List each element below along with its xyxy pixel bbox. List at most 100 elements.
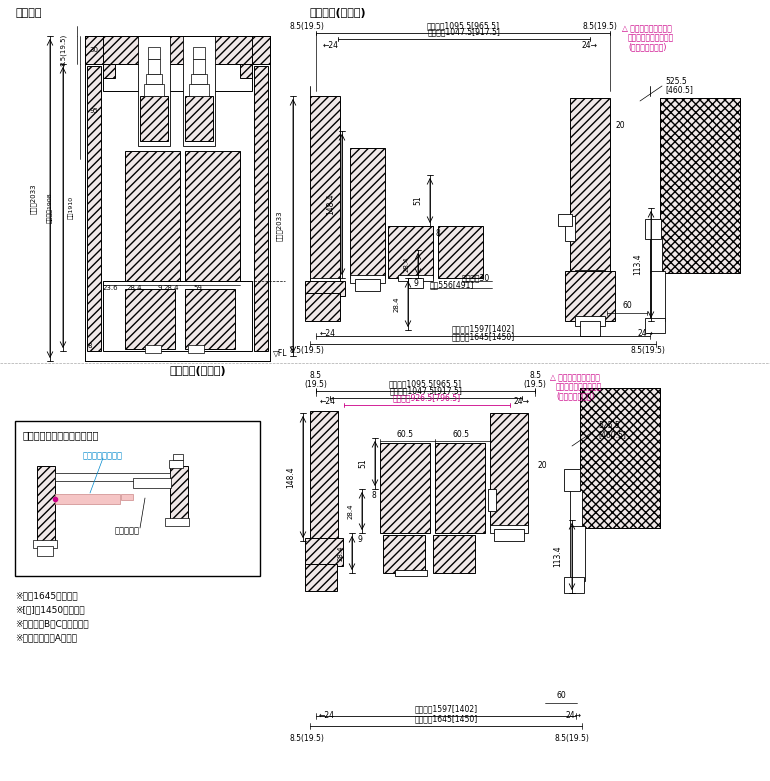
Text: 113.4: 113.4	[553, 546, 562, 567]
Bar	[148, 47, 160, 59]
Bar	[660, 98, 740, 273]
Bar	[121, 494, 133, 500]
Text: 113.4: 113.4	[633, 254, 642, 276]
Text: [460.5]: [460.5]	[598, 430, 626, 440]
Bar	[103, 281, 252, 351]
Text: 戸当りゴム: 戸当りゴム	[115, 526, 140, 536]
Text: △ 乾燥した、節のない: △ 乾燥した、節のない	[622, 24, 672, 34]
Bar	[37, 546, 53, 556]
Text: 枠外寸法1095.5[965.5]: 枠外寸法1095.5[965.5]	[427, 21, 500, 30]
Text: 横断面図(開状態): 横断面図(開状態)	[170, 366, 226, 376]
Bar	[575, 270, 605, 278]
Text: 28.4: 28.4	[394, 296, 400, 312]
Text: 28.4: 28.4	[127, 285, 142, 291]
Text: 扉高1910: 扉高1910	[69, 196, 74, 219]
Text: 枠外寸法1645[1450]: 枠外寸法1645[1450]	[414, 714, 477, 723]
Bar	[185, 289, 235, 349]
Bar	[146, 74, 162, 84]
Bar	[189, 84, 209, 96]
Text: 28.4: 28.4	[404, 256, 410, 272]
Text: 8.5(19.5): 8.5(19.5)	[631, 347, 665, 355]
Text: 60: 60	[622, 301, 632, 310]
Bar	[398, 275, 433, 281]
Bar	[185, 96, 213, 141]
Bar	[240, 64, 252, 78]
Text: ソフトクッション: ソフトクッション	[83, 451, 123, 461]
Text: 95: 95	[89, 108, 98, 114]
Text: 8.5(19.5): 8.5(19.5)	[583, 22, 618, 30]
Bar	[318, 282, 332, 294]
Bar	[565, 271, 615, 321]
Text: ※図は1645幅の場合: ※図は1645幅の場合	[15, 591, 78, 601]
Text: ※[　]は1450幅の場合: ※[ ]は1450幅の場合	[15, 605, 85, 615]
Text: 60.5: 60.5	[453, 430, 470, 439]
Bar	[395, 570, 427, 576]
Text: 8.5(19.5): 8.5(19.5)	[290, 22, 324, 30]
Bar	[173, 454, 183, 460]
Bar	[570, 490, 582, 528]
Bar	[183, 36, 215, 146]
Bar	[145, 345, 161, 353]
Bar	[138, 36, 170, 146]
Bar	[144, 84, 164, 96]
Text: 148.4: 148.4	[326, 194, 335, 216]
Bar	[193, 59, 205, 74]
Text: 20: 20	[538, 462, 547, 470]
Text: ソフトクッション貼付け位置: ソフトクッション貼付け位置	[23, 430, 99, 440]
Text: 51: 51	[413, 196, 422, 205]
Bar	[165, 518, 189, 526]
Text: 有効開口926.5[796.5]: 有効開口926.5[796.5]	[393, 393, 461, 402]
Text: 8: 8	[371, 491, 376, 501]
Bar	[310, 538, 338, 546]
Bar	[558, 214, 572, 226]
Text: ※（　）は見切Aの場合: ※（ ）は見切Aの場合	[15, 633, 77, 643]
Text: 24→: 24→	[638, 330, 654, 338]
Text: 60.5: 60.5	[397, 430, 413, 439]
Bar	[148, 59, 160, 74]
Bar	[193, 47, 205, 59]
Bar	[310, 278, 340, 286]
Bar	[570, 98, 610, 273]
Bar	[37, 466, 55, 541]
Bar	[133, 478, 171, 488]
Text: [460.5]: [460.5]	[665, 85, 693, 95]
Bar	[438, 226, 483, 278]
Bar	[55, 494, 120, 504]
Text: 24→: 24→	[565, 711, 581, 719]
Bar	[185, 151, 240, 281]
Bar	[575, 316, 605, 326]
Text: 枠内寸法1047.5[917.5]: 枠内寸法1047.5[917.5]	[427, 27, 500, 36]
Bar	[564, 469, 580, 491]
Bar	[650, 238, 662, 273]
Text: 扉重なり30: 扉重なり30	[462, 273, 490, 283]
Text: 20: 20	[615, 122, 624, 130]
Bar	[565, 216, 575, 241]
Text: 8.5: 8.5	[529, 372, 541, 380]
Text: 9: 9	[413, 279, 418, 287]
Bar	[310, 411, 338, 541]
Text: 縦断面図: 縦断面図	[15, 8, 42, 18]
Text: 525.5: 525.5	[665, 77, 687, 85]
Bar	[87, 66, 101, 351]
Bar	[350, 148, 385, 278]
Text: 横断面図(閉状態): 横断面図(閉状態)	[310, 8, 367, 18]
Text: ▽FL: ▽FL	[273, 348, 287, 358]
Text: 8.5(19.5): 8.5(19.5)	[290, 347, 324, 355]
Bar	[490, 413, 528, 528]
Bar	[650, 271, 665, 321]
Text: 28.4: 28.4	[164, 285, 179, 291]
Text: 枠内寸法1597[1402]: 枠内寸法1597[1402]	[414, 704, 477, 713]
Bar	[254, 66, 268, 351]
Bar	[305, 564, 337, 591]
Bar	[103, 64, 115, 78]
Bar	[125, 151, 180, 281]
Bar	[169, 460, 183, 468]
Text: 扉幅556[491]: 扉幅556[491]	[430, 280, 474, 290]
Text: ※図は見切B～C使用の場合: ※図は見切B～C使用の場合	[15, 619, 89, 629]
Text: 有効開口1908: 有効開口1908	[48, 192, 53, 223]
Bar	[305, 281, 345, 296]
Text: 8: 8	[88, 343, 92, 349]
Text: 枠外寸法1095.5[965.5]: 枠外寸法1095.5[965.5]	[389, 379, 461, 388]
Text: 枠外高2033: 枠外高2033	[276, 211, 283, 241]
Bar	[305, 538, 343, 566]
